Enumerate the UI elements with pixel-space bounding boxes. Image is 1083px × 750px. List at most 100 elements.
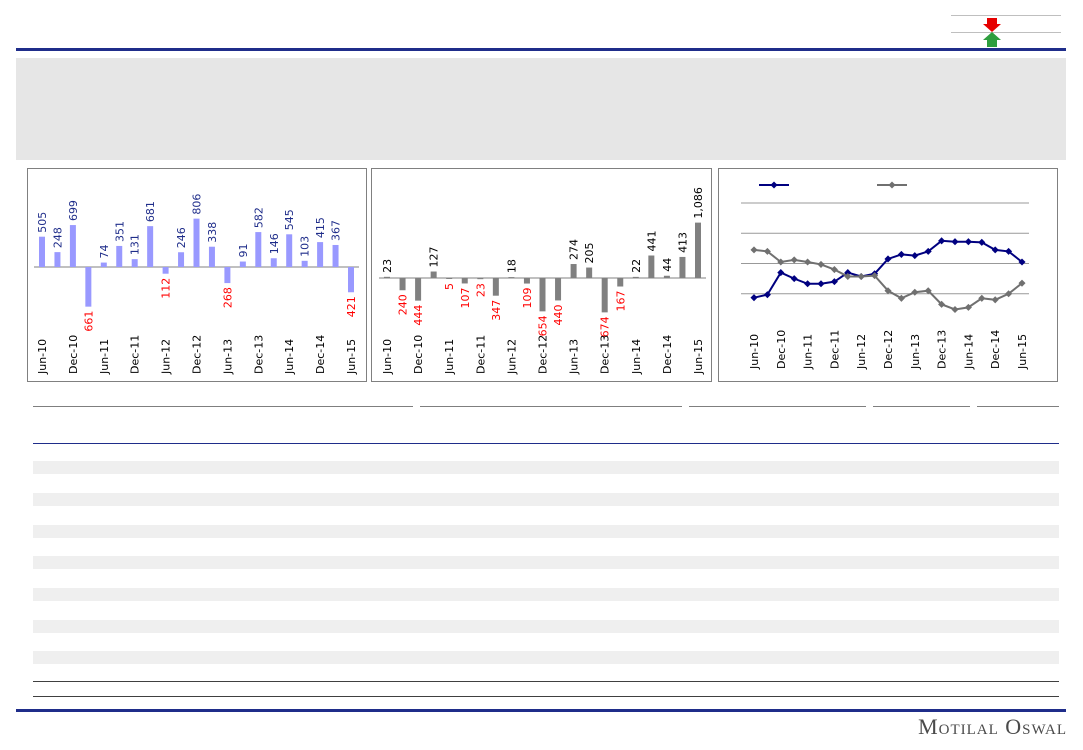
- data-label-Dec-11: 23: [474, 283, 487, 297]
- series-1-point: [790, 275, 798, 283]
- bar-Mar-12: [492, 278, 499, 296]
- bar-Mar-13: [555, 278, 562, 301]
- series-1-point: [884, 255, 892, 263]
- x-tick-label: Jun-14: [283, 339, 296, 375]
- data-label-Mar-15: 413: [676, 232, 689, 253]
- data-label-Jun-13: 268: [221, 287, 234, 308]
- series-1-point: [750, 294, 758, 302]
- table-header-group-4: [873, 406, 970, 407]
- series-1-point: [911, 252, 919, 260]
- table-row: [33, 588, 1059, 601]
- data-label-Sep-12: 246: [175, 227, 188, 248]
- series-2-point: [790, 256, 798, 264]
- table-header-group-2: [420, 406, 682, 407]
- x-tick-label: Jun-15: [345, 339, 358, 375]
- data-label-Mar-14: 146: [268, 233, 281, 254]
- x-tick-label: Dec-14: [989, 330, 1002, 369]
- series-2-point: [978, 294, 986, 302]
- bar-Mar-11: [85, 267, 92, 307]
- x-tick-label: Dec-11: [474, 335, 487, 374]
- series-2-point: [750, 246, 758, 254]
- legend-marker-series-1: [770, 181, 778, 189]
- red-down-arrow-icon: [983, 18, 1001, 32]
- table-header-group-3: [689, 406, 866, 407]
- bar-Mar-14: [270, 258, 277, 267]
- x-tick-label: Jun-10: [381, 339, 394, 375]
- table-total-rule: [33, 681, 1059, 682]
- data-label-Dec-12: 806: [191, 194, 204, 215]
- x-tick-label: Jun-12: [505, 339, 518, 375]
- series-1-point: [817, 280, 825, 288]
- table-row: [33, 461, 1059, 474]
- bar-Jun-13: [224, 267, 231, 284]
- data-label-Sep-13: 205: [583, 243, 596, 264]
- bar-Dec-11: [477, 278, 484, 280]
- data-label-Dec-11: 131: [129, 234, 142, 255]
- x-tick-label: Dec-12: [191, 335, 204, 374]
- bar-Dec-13: [255, 232, 262, 267]
- series-2-point: [830, 266, 838, 274]
- top-accent-rule: [16, 48, 1066, 51]
- x-tick-label: Jun-11: [443, 339, 456, 375]
- bar-Sep-14: [301, 260, 308, 267]
- brand-logo: Motilal Oswal: [918, 714, 1067, 739]
- x-tick-label: Dec-10: [775, 330, 788, 369]
- data-table: [33, 390, 1059, 700]
- x-tick-label: Jun-13: [568, 339, 581, 375]
- data-label-Sep-10: 248: [51, 227, 64, 248]
- x-tick-label: Jun-15: [692, 339, 705, 375]
- bar-Jun-15: [348, 267, 354, 293]
- x-tick-label: Dec-14: [314, 335, 327, 374]
- data-label-Jun-11: 74: [98, 245, 111, 259]
- bar-Jun-14: [632, 276, 639, 278]
- bar-Sep-13: [586, 267, 593, 278]
- data-label-Jun-14: 545: [283, 209, 296, 230]
- x-tick-label: Jun-11: [98, 339, 111, 375]
- summary-panel: [16, 58, 1066, 160]
- x-tick-label: Dec-12: [882, 330, 895, 369]
- data-label-Jun-12: 18: [505, 259, 518, 273]
- bar-Dec-12: [193, 218, 200, 267]
- data-label-Jun-15: 1,086: [692, 187, 705, 219]
- x-tick-label: Dec-10: [67, 335, 80, 374]
- table-header-rule: [33, 443, 1059, 444]
- rating-legend: [951, 15, 1061, 49]
- line-chart-3: Jun-10 Dec-10 Jun-11 Dec-11 Jun-12 Dec-12 Jun-…: [741, 181, 1029, 370]
- bar-Jun-12: [508, 277, 515, 279]
- table-header-group-5: [977, 406, 1059, 407]
- green-up-arrow-icon: [983, 32, 1001, 47]
- x-tick-label: Dec-12: [537, 335, 550, 374]
- bar-Mar-12: [147, 226, 154, 267]
- x-tick-label: Dec-13: [936, 330, 949, 369]
- data-label-Jun-12: 112: [160, 278, 173, 299]
- series-2-point: [804, 258, 812, 266]
- bar-Sep-12: [178, 252, 185, 267]
- bar-Dec-13: [601, 278, 608, 313]
- data-label-Dec-13: 674: [599, 316, 612, 337]
- x-tick-label: Jun-13: [909, 334, 922, 370]
- table-row: [33, 556, 1059, 569]
- series-1-point: [991, 246, 999, 254]
- data-label-Sep-11: 107: [459, 287, 472, 308]
- bar-Dec-14: [663, 275, 670, 278]
- data-label-Dec-10: 444: [412, 305, 425, 326]
- series-1-point: [897, 250, 905, 258]
- data-label-Mar-13: 440: [552, 304, 565, 325]
- chart-1: 505 248 699 661 74 351 131 681 112 246 806 338 268 91…: [27, 168, 367, 382]
- data-label-Dec-12: 654: [537, 315, 550, 336]
- bar-Mar-14: [617, 278, 624, 287]
- bar-Mar-15: [332, 244, 339, 267]
- table-row: [33, 620, 1059, 633]
- data-label-Jun-10: 23: [381, 259, 394, 273]
- data-label-Jun-11: 5: [443, 283, 456, 290]
- series-2-point: [991, 296, 999, 304]
- x-tick-label: Jun-14: [962, 334, 975, 370]
- data-label-Sep-14: 103: [299, 236, 312, 257]
- data-label-Jun-13: 274: [568, 239, 581, 260]
- data-label-Sep-10: 240: [397, 294, 410, 315]
- series-2-point: [951, 305, 959, 314]
- bar-Sep-11: [116, 245, 123, 267]
- bar-Jun-13: [570, 264, 577, 278]
